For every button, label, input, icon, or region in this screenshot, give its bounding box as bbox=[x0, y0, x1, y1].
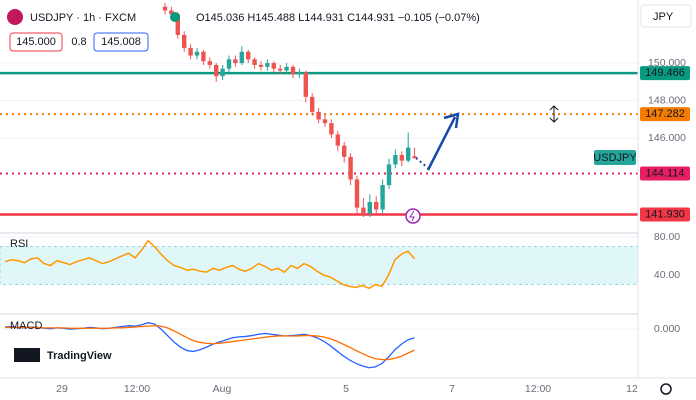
signal-line bbox=[5, 325, 415, 361]
candle-body bbox=[335, 134, 340, 146]
candle-body bbox=[329, 123, 334, 135]
candle-body bbox=[361, 207, 366, 214]
candle-body bbox=[201, 51, 206, 62]
x-tick-label: 12:00 bbox=[525, 383, 551, 395]
currency: JPY bbox=[653, 11, 674, 23]
candle-body bbox=[239, 51, 244, 64]
candle-body bbox=[297, 72, 302, 75]
currency-button[interactable] bbox=[640, 4, 692, 28]
cursor bbox=[549, 105, 559, 123]
symbol-label: USDJPY bbox=[593, 152, 637, 164]
event-icon[interactable] bbox=[405, 208, 421, 224]
x-tick-label: 7 bbox=[449, 383, 455, 395]
candle-body bbox=[374, 201, 379, 210]
candle-body bbox=[182, 34, 187, 49]
candle-body bbox=[367, 201, 372, 214]
symbol-title[interactable]: USDJPY · 1h · FXCM bbox=[30, 12, 136, 24]
candle-body bbox=[380, 185, 385, 210]
candle-body bbox=[258, 64, 264, 67]
level-badge bbox=[640, 166, 690, 181]
sell-button[interactable] bbox=[9, 32, 63, 52]
level-label: 149.466 bbox=[645, 67, 685, 79]
x-tick-label: 12 bbox=[626, 383, 638, 395]
y-tick-label: 80.00 bbox=[654, 231, 680, 243]
candle-body bbox=[188, 48, 193, 56]
rsi-title: RSI bbox=[10, 238, 28, 250]
candle-body bbox=[246, 51, 251, 60]
candle-body bbox=[271, 63, 276, 69]
candle-body bbox=[252, 59, 257, 65]
candle-body bbox=[393, 155, 398, 165]
panes: 150.000 148.000 146.000 149.466 147.282 144.1… bbox=[0, 3, 690, 395]
level-label: 147.282 bbox=[645, 108, 685, 120]
settings-icon[interactable] bbox=[660, 383, 672, 395]
candle-body bbox=[169, 10, 174, 15]
y-tick-label: 40.00 bbox=[654, 269, 680, 281]
candle-body bbox=[386, 164, 392, 186]
candle-body bbox=[322, 119, 328, 124]
candle-body bbox=[342, 145, 347, 157]
forecast-arrow bbox=[426, 112, 460, 171]
candle-body bbox=[265, 63, 270, 67]
tv-logo bbox=[14, 348, 40, 362]
status-dot bbox=[170, 12, 180, 22]
watermark: TradingView bbox=[47, 350, 112, 362]
level-badge bbox=[640, 107, 690, 122]
x-tick-label: Aug bbox=[213, 383, 232, 395]
event-bolt bbox=[409, 210, 415, 222]
candle-body bbox=[214, 64, 219, 77]
level-badge bbox=[640, 66, 690, 81]
candle-body bbox=[316, 111, 321, 120]
x-tick-label: 5 bbox=[343, 383, 349, 395]
spread: 0.8 bbox=[71, 36, 86, 48]
buy-button[interactable] bbox=[93, 32, 149, 52]
candle-body bbox=[284, 66, 289, 71]
candle-body bbox=[278, 68, 283, 71]
candle-body bbox=[226, 59, 232, 69]
sell-price: 145.000 bbox=[16, 36, 56, 48]
candle-body bbox=[162, 6, 168, 11]
x-tick-label: 12:00 bbox=[124, 383, 150, 395]
y-tick-label: 0.000 bbox=[654, 323, 680, 335]
ohlc: O145.036 H145.488 L144.931 C144.931 −0.1… bbox=[196, 12, 480, 24]
candle-body bbox=[290, 66, 296, 75]
candle-body bbox=[354, 179, 360, 208]
candle-body bbox=[303, 72, 308, 97]
level-label: 144.114 bbox=[646, 167, 685, 179]
symbol-icon bbox=[7, 9, 23, 25]
candle-body bbox=[412, 156, 417, 159]
candle-body bbox=[406, 147, 411, 161]
y-tick-label: 150.000 bbox=[648, 57, 686, 69]
candle-body bbox=[175, 14, 180, 35]
level-label: 141.930 bbox=[645, 208, 685, 220]
candle-body bbox=[310, 96, 315, 112]
buy-price: 145.008 bbox=[101, 36, 141, 48]
candle-body bbox=[399, 155, 404, 161]
candle-body bbox=[233, 59, 238, 64]
y-tick-label: 146.000 bbox=[648, 132, 686, 144]
candle-body bbox=[207, 61, 212, 65]
candle-body bbox=[348, 156, 353, 180]
rsi-band bbox=[0, 245, 639, 285]
symbol-badge bbox=[594, 150, 636, 165]
x-tick-label: 29 bbox=[56, 383, 68, 395]
level-badge bbox=[640, 207, 690, 222]
candle-body bbox=[194, 51, 200, 56]
candle-body bbox=[220, 68, 225, 77]
y-tick-label: 148.000 bbox=[648, 94, 686, 106]
macd-title: MACD bbox=[10, 320, 42, 332]
rsi-line bbox=[4, 239, 416, 290]
